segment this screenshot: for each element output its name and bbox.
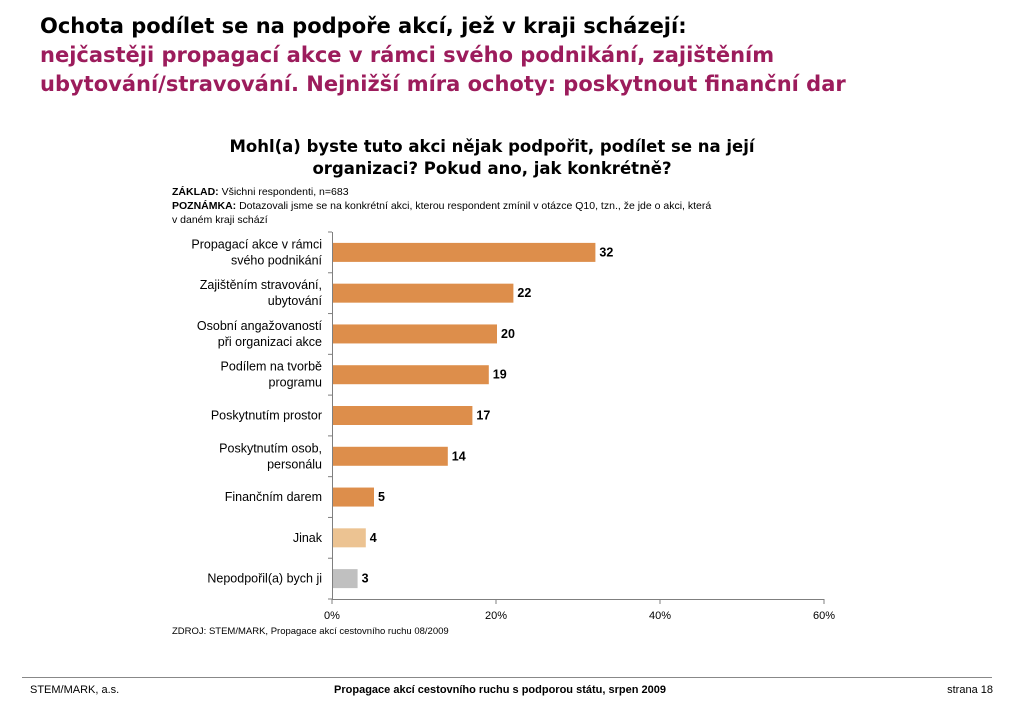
source-note: ZDROJ: STEM/MARK, Propagace akcí cestovn…	[172, 626, 449, 637]
bar-value-label: 20	[501, 327, 515, 341]
bar-value-label: 5	[378, 490, 385, 504]
category-label: Osobní angažovaností	[197, 319, 323, 333]
chart-title: Mohl(a) byste tuto akci nějak podpořit, …	[172, 136, 812, 180]
headline-accent-line-1: nejčastěji propagací akce v rámci svého …	[40, 43, 775, 67]
bar	[333, 242, 596, 262]
remark-label: POZNÁMKA:	[172, 200, 237, 212]
base-text: Všichni respondenti, n=683	[221, 186, 349, 198]
category-label: programu	[269, 376, 323, 390]
bar	[333, 406, 473, 425]
category-label: personálu	[267, 457, 322, 471]
x-tick-label: 20%	[485, 610, 507, 622]
category-label: ubytování	[268, 294, 323, 308]
footer-divider	[22, 677, 992, 678]
bar-value-label: 4	[370, 531, 377, 545]
chart-title-line-1: Mohl(a) byste tuto akci nějak podpořit, …	[229, 137, 755, 156]
category-label: Nepodpořil(a) bych ji	[207, 572, 322, 586]
chart-title-line-2: organizaci? Pokud ano, jak konkrétně?	[312, 159, 672, 178]
category-label: Poskytnutím prostor	[211, 409, 322, 423]
chart-notes: ZÁKLAD: Všichni respondenti, n=683 POZNÁ…	[172, 185, 832, 227]
bar-value-label: 22	[517, 286, 531, 300]
category-label: Jinak	[293, 531, 323, 545]
bar-value-label: 19	[493, 368, 507, 382]
category-label: Zajištěním stravování,	[200, 278, 322, 292]
bar	[333, 324, 497, 344]
headline-line: Ochota podílet se na podpoře akcí, jež v…	[40, 14, 687, 38]
category-label: Finančním darem	[225, 490, 322, 504]
x-tick-label: 60%	[813, 610, 835, 622]
remark-text-line-1: Dotazovali jsme se na konkrétní akci, kt…	[239, 200, 712, 212]
bar-value-label: 3	[362, 572, 369, 586]
category-label: Podílem na tvorbě	[221, 360, 322, 374]
footer-report-title: Propagace akcí cestovního ruchu s podpor…	[334, 684, 666, 696]
category-label: Poskytnutím osob,	[219, 441, 322, 455]
category-label: Propagací akce v rámci	[191, 237, 322, 251]
bar-chart: 32 Propagací akce v rámci svého podnikání 2…	[191, 231, 835, 622]
bar	[333, 569, 358, 589]
bar	[333, 528, 366, 548]
category-label: při organizaci akce	[218, 335, 322, 349]
base-label: ZÁKLAD:	[172, 186, 219, 198]
bar-value-label: 14	[452, 449, 466, 463]
remark-note: POZNÁMKA: Dotazovali jsme se na konkrétn…	[172, 199, 832, 213]
slide-headline: Ochota podílet se na podpoře akcí, jež v…	[40, 12, 1000, 99]
bar-value-label: 32	[599, 245, 613, 259]
bar-value-label: 17	[476, 409, 490, 423]
bar	[333, 446, 448, 466]
footer-company: STEM/MARK, a.s.	[30, 684, 120, 696]
base-note: ZÁKLAD: Všichni respondenti, n=683	[172, 185, 832, 199]
bar	[333, 365, 489, 385]
bar	[333, 283, 514, 303]
x-tick-label: 40%	[649, 610, 671, 622]
headline-accent-line-2: ubytování/stravování. Nejnižší míra ocho…	[40, 72, 846, 96]
bar	[333, 487, 374, 507]
remark-text-line-2: v daném kraji schází	[172, 214, 268, 226]
footer-page-number: strana 18	[947, 684, 993, 696]
x-tick-label: 0%	[324, 610, 340, 622]
category-label: svého podnikání	[231, 253, 323, 267]
